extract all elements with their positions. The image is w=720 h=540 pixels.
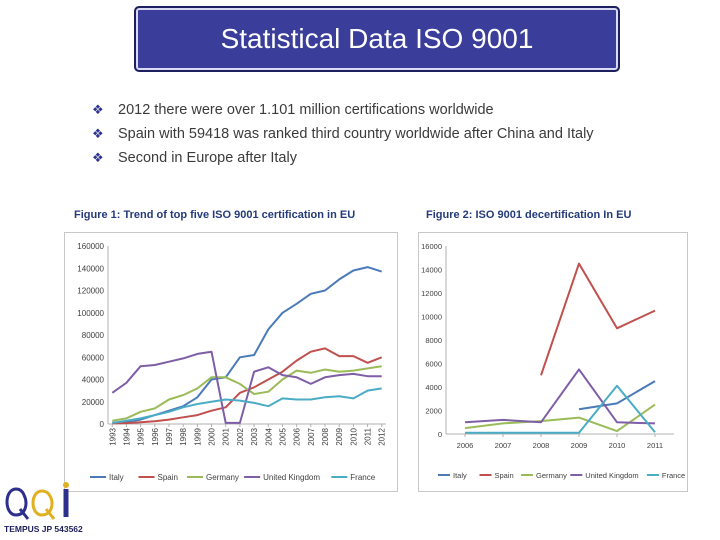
x-tick-label: 2007 (495, 441, 512, 450)
legend-label: France (350, 473, 375, 482)
figure1-chart: 0 20000 40000 60000 80000 100000 120000 140000 1… (64, 232, 398, 492)
bullet-text: Spain with 59418 was ranked third countr… (118, 126, 594, 142)
bullet-text: 2012 there were over 1.101 million certi… (118, 102, 494, 118)
x-tick-label: 2007 (307, 427, 316, 445)
series-line-germany (464, 403, 656, 433)
x-tick-label: 2005 (278, 427, 287, 445)
x-tick-label: 2010 (609, 441, 626, 450)
slide-title: Statistical Data ISO 9001 (220, 23, 534, 54)
x-tick-label: 1999 (193, 427, 202, 445)
x-tick-label: 2000 (208, 427, 217, 445)
y-tick-label: 140000 (77, 264, 104, 273)
diamond-bullet-icon: ❖ (92, 126, 104, 141)
x-tick-label: 2003 (250, 427, 259, 445)
legend-label: United Kingdom (263, 473, 320, 482)
y-tick-label: 6000 (425, 360, 442, 369)
legend-label: Spain (158, 473, 178, 482)
x-tick-label: 2009 (571, 441, 588, 450)
x-tick-label: 1996 (151, 427, 160, 445)
y-tick-label: 60000 (82, 353, 105, 362)
logo-text: TEMPUS JP 543562 (4, 524, 83, 534)
bullet-list: ❖ 2012 there were over 1.101 million cert… (92, 99, 594, 171)
series-line-italy (578, 380, 656, 411)
y-tick-label: 120000 (77, 287, 104, 296)
x-tick-label: 1994 (122, 427, 131, 445)
y-tick-label: 40000 (82, 376, 105, 385)
y-tick-label: 14000 (421, 266, 442, 275)
y-tick-label: 80000 (82, 331, 105, 340)
x-tick-label: 2009 (335, 427, 344, 445)
y-tick-label: 160000 (77, 242, 104, 251)
chart-frame (64, 232, 398, 492)
figure2-title: Figure 2: ISO 9001 decertification In EU (426, 209, 632, 221)
x-tick-label: 2010 (349, 427, 358, 445)
bullet-item: ❖ 2012 there were over 1.101 million cert… (92, 99, 594, 123)
series-line-spain (540, 262, 656, 376)
slide-title-box: Statistical Data ISO 9001 (134, 6, 620, 72)
qqi-logo: TEMPUS JP 543562 (4, 482, 83, 534)
x-tick-label: 2012 (378, 427, 387, 445)
x-tick-label: 2001 (222, 427, 231, 445)
legend-label: Italy (109, 473, 124, 482)
x-tick-label: 1997 (165, 427, 174, 445)
series-line-germany (112, 365, 382, 422)
x-tick-label: 1993 (108, 427, 117, 445)
series-line-france (465, 384, 656, 434)
x-tick-label: 1998 (179, 427, 188, 445)
bullet-item: ❖ Second in Europe after Italy (92, 147, 594, 171)
y-tick-label: 20000 (82, 398, 105, 407)
y-tick-label: 10000 (421, 313, 442, 322)
legend-label: Italy (453, 471, 467, 480)
chart-frame (418, 232, 688, 492)
y-tick-label: 100000 (77, 309, 104, 318)
x-tick-label: 2011 (647, 441, 663, 450)
diamond-bullet-icon: ❖ (92, 150, 104, 165)
figure2-chart: 0 2000 4000 6000 8000 10000 12000 14000 16000 200… (418, 232, 688, 492)
x-tick-label: 2006 (293, 427, 302, 445)
legend-label: France (662, 471, 685, 480)
x-tick-label: 2006 (457, 441, 474, 450)
x-tick-label: 2004 (264, 427, 273, 445)
y-tick-label: 8000 (425, 336, 442, 345)
legend-label: United Kingdom (585, 471, 638, 480)
legend-label: Spain (495, 471, 514, 480)
y-tick-label: 2000 (425, 407, 442, 416)
y-tick-label: 0 (438, 430, 442, 439)
y-tick-label: 12000 (421, 289, 442, 298)
bullet-text: Second in Europe after Italy (118, 150, 297, 166)
y-tick-label: 16000 (421, 242, 442, 251)
series-line-united-kingdom (464, 368, 656, 425)
series-line-united-kingdom (111, 350, 382, 424)
legend-label: Germany (206, 473, 239, 482)
bullet-item: ❖ Spain with 59418 was ranked third count… (92, 123, 594, 147)
figure1-title: Figure 1: Trend of top five ISO 9001 cer… (74, 209, 356, 221)
x-tick-label: 2011 (364, 427, 373, 445)
diamond-bullet-icon: ❖ (92, 102, 104, 117)
x-tick-label: 1995 (137, 427, 146, 445)
x-tick-label: 2002 (236, 427, 245, 445)
y-tick-label: 0 (100, 420, 105, 429)
x-tick-label: 2008 (321, 427, 330, 445)
legend-label: Germany (536, 471, 567, 480)
y-tick-label: 4000 (425, 383, 442, 392)
x-tick-label: 2008 (533, 441, 550, 450)
series-line-france (112, 387, 382, 424)
